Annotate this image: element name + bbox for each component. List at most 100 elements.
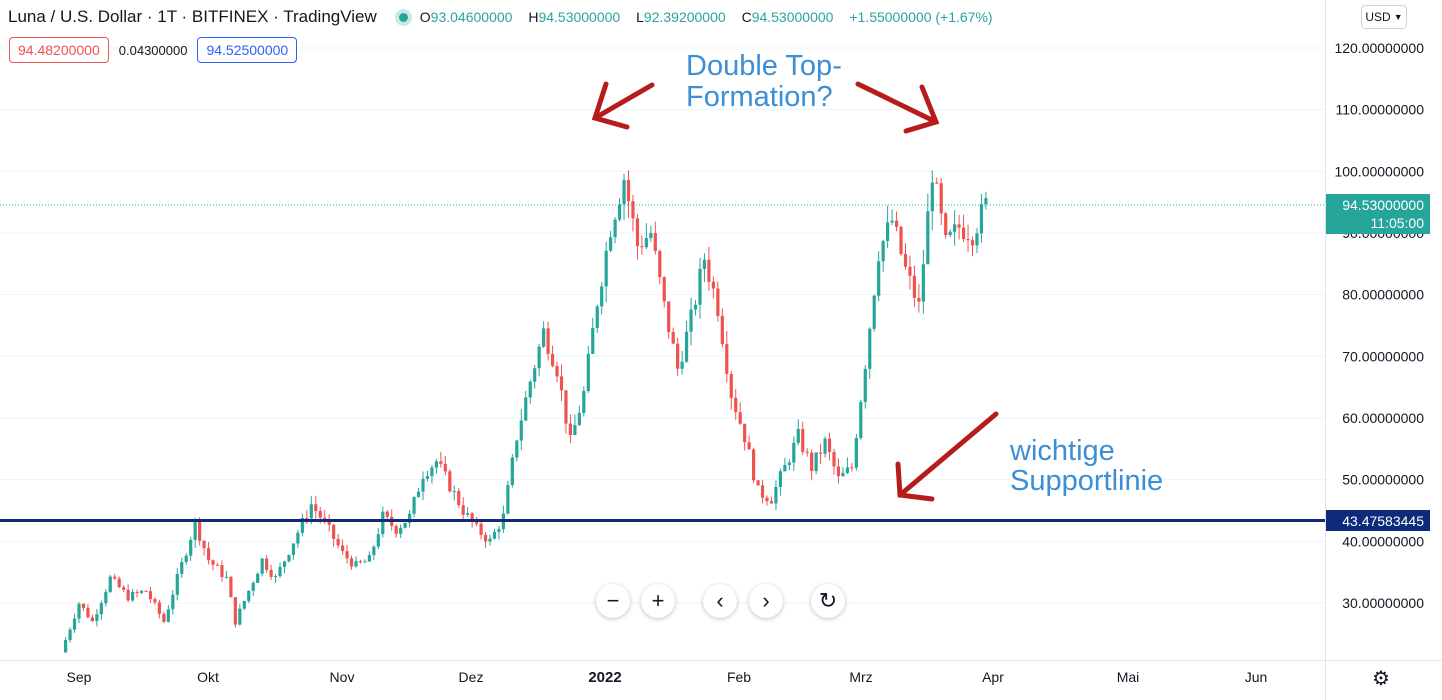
candle bbox=[622, 173, 626, 221]
time-tick-label: Mai bbox=[1117, 669, 1140, 685]
double-top-line1: Double Top- bbox=[686, 50, 842, 82]
candle bbox=[533, 364, 537, 389]
candle bbox=[850, 462, 854, 472]
candle bbox=[492, 528, 497, 540]
candle bbox=[640, 235, 644, 255]
candle bbox=[439, 451, 443, 468]
candle bbox=[944, 211, 948, 239]
candle bbox=[613, 216, 617, 244]
candle bbox=[220, 560, 224, 582]
candle bbox=[917, 284, 921, 313]
double-top-annotation[interactable]: Double Top- Formation? bbox=[686, 50, 842, 113]
price-tick-label: 50.00000000 bbox=[1342, 472, 1424, 488]
candle bbox=[765, 495, 769, 506]
price-tick-label: 30.00000000 bbox=[1342, 595, 1424, 611]
candle bbox=[215, 562, 220, 566]
candle bbox=[296, 529, 300, 548]
zoom-out-button[interactable]: − bbox=[596, 584, 630, 618]
symbol-title[interactable]: Luna / U.S. Dollar · 1T · BITFINEX · Tra… bbox=[8, 7, 377, 26]
zoom-in-button[interactable]: + bbox=[641, 584, 675, 618]
currency-select[interactable]: USD ▼ bbox=[1361, 5, 1407, 29]
scroll-right-button[interactable]: › bbox=[749, 584, 783, 618]
candle bbox=[671, 327, 675, 345]
candle bbox=[845, 457, 850, 475]
open-value: 93.04600000 bbox=[430, 9, 513, 25]
candle bbox=[327, 514, 331, 532]
market-status-icon bbox=[398, 12, 408, 22]
candle bbox=[171, 590, 175, 615]
candle bbox=[157, 599, 162, 619]
candle bbox=[63, 637, 68, 653]
candle bbox=[609, 230, 613, 253]
candle bbox=[122, 584, 126, 592]
sell-button[interactable]: 94.48200000 bbox=[9, 37, 109, 63]
time-tick-label: 2022 bbox=[588, 669, 621, 686]
candle bbox=[211, 559, 215, 571]
candle bbox=[872, 294, 876, 332]
chart-settings-button[interactable]: ⚙ bbox=[1372, 666, 1390, 691]
candle bbox=[827, 432, 832, 461]
time-tick-label: Nov bbox=[330, 669, 355, 685]
candle bbox=[407, 509, 412, 528]
price-tick-label: 60.00000000 bbox=[1342, 410, 1424, 426]
candle bbox=[591, 317, 595, 355]
candle bbox=[372, 545, 376, 561]
candle bbox=[832, 448, 836, 475]
candle bbox=[604, 241, 608, 303]
candle bbox=[725, 331, 729, 383]
arrow-left-top[interactable] bbox=[591, 81, 655, 130]
candle bbox=[256, 572, 260, 583]
candle bbox=[528, 379, 532, 404]
candle bbox=[126, 584, 130, 602]
candle bbox=[282, 560, 287, 574]
candle bbox=[314, 495, 318, 519]
candle bbox=[269, 564, 273, 581]
candle bbox=[421, 471, 425, 501]
candle bbox=[751, 447, 756, 484]
candle bbox=[720, 308, 724, 348]
candle bbox=[77, 602, 81, 624]
candle bbox=[135, 589, 139, 598]
candle bbox=[260, 557, 264, 577]
candle bbox=[747, 435, 751, 450]
double-top-line2: Formation? bbox=[686, 81, 833, 113]
candle bbox=[113, 573, 117, 580]
candle bbox=[577, 405, 581, 426]
scroll-left-button[interactable]: ‹ bbox=[703, 584, 737, 618]
candle bbox=[631, 194, 635, 232]
candle bbox=[300, 513, 304, 537]
candle bbox=[238, 603, 242, 626]
minus-icon: − bbox=[606, 588, 620, 613]
arrow-right-top[interactable] bbox=[855, 81, 940, 134]
candle bbox=[935, 177, 939, 185]
candle bbox=[756, 480, 760, 486]
spread-value: 0.04300000 bbox=[118, 42, 188, 58]
chevron-left-icon: ‹ bbox=[716, 588, 724, 613]
candle bbox=[86, 604, 90, 619]
candle bbox=[586, 345, 590, 393]
candle bbox=[644, 223, 648, 250]
candle bbox=[434, 458, 438, 474]
buy-button[interactable]: 94.52500000 bbox=[197, 37, 298, 63]
candle bbox=[340, 539, 345, 555]
candle bbox=[658, 249, 662, 285]
candle bbox=[202, 540, 206, 556]
candle bbox=[649, 225, 653, 243]
candle bbox=[144, 590, 148, 592]
candle bbox=[265, 555, 269, 573]
candle bbox=[819, 443, 823, 465]
candle bbox=[72, 613, 77, 633]
candle bbox=[399, 524, 403, 539]
time-axis[interactable]: Sep Okt Nov Dez 2022 Feb Mrz Apr Mai Jun bbox=[67, 669, 1268, 686]
support-annotation[interactable]: wichtige Supportlinie bbox=[1009, 435, 1163, 497]
candle bbox=[903, 243, 908, 270]
candle bbox=[403, 522, 407, 529]
candle bbox=[461, 497, 465, 521]
candle bbox=[363, 559, 367, 563]
candle bbox=[206, 541, 211, 565]
candle bbox=[497, 526, 501, 540]
reset-chart-button[interactable]: ↻ bbox=[811, 584, 845, 618]
candle bbox=[894, 211, 899, 232]
arrow-support[interactable] bbox=[895, 411, 999, 502]
